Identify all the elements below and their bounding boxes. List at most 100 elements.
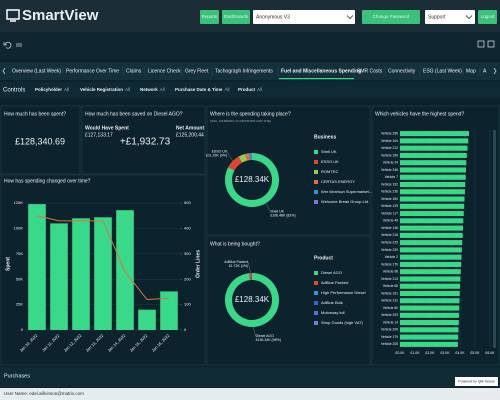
y-tick-label: Vehicle 179 — [381, 335, 398, 339]
toolbar-icon[interactable] — [487, 40, 495, 48]
filter-value[interactable]: All — [257, 87, 262, 92]
legend-swatch — [314, 180, 318, 184]
dashboards-button-label[interactable]: Dashboards — [224, 14, 249, 19]
filter-value[interactable]: All — [64, 87, 69, 92]
tab[interactable]: Tachograph Infringements — [215, 68, 273, 74]
bar — [400, 320, 459, 326]
logo: SmartView — [22, 7, 99, 24]
y-tick-label: Vehicle 205 — [381, 342, 398, 346]
menu-icon[interactable] — [16, 43, 22, 47]
pie-slice — [250, 152, 252, 161]
tab[interactable]: Grey Fleet — [185, 68, 209, 74]
change-password-label[interactable]: Change Password — [373, 14, 410, 19]
legend-label[interactable]: High Performance Diesel — [321, 290, 366, 295]
support-select-label[interactable]: Support — [428, 14, 446, 20]
filter-value[interactable]: All — [125, 87, 130, 92]
support-select[interactable] — [425, 10, 475, 24]
bar — [400, 341, 458, 347]
undo-icon[interactable] — [3, 41, 12, 49]
y-tick-label: Vehicle 151 — [381, 291, 398, 295]
purchases-title: Purchases — [4, 373, 30, 379]
y-tick-label: Vehicle 2 — [385, 255, 399, 259]
x-tick-label: £6.0K — [485, 351, 495, 355]
reports-button[interactable] — [200, 10, 219, 24]
y-tick-label: Vehicle 192 — [381, 182, 398, 186]
legend-label[interactable]: CERTAS ENERGY — [321, 179, 355, 184]
filter-label[interactable]: Policyholder — [35, 87, 62, 92]
filter-value[interactable]: All — [160, 87, 165, 92]
dashboard-select-label[interactable]: Anonymous V3 — [256, 14, 290, 20]
change-password-button[interactable] — [362, 10, 420, 24]
chart-title: What is being bought? — [210, 241, 260, 247]
tab[interactable]: Fuel and Miscellaneous Spending — [281, 68, 361, 74]
y-tick-label: Vehicle 129 — [381, 204, 398, 208]
slice-value-label: £106.48K (83%) — [270, 213, 295, 217]
filter-label[interactable]: Vehicle Registration — [80, 87, 123, 92]
legend-label[interactable]: Wm Morrison Supermarket... — [321, 189, 372, 194]
legend-label[interactable]: Shell UK — [321, 149, 337, 154]
tab[interactable]: Licence Check — [148, 68, 181, 74]
legend-label[interactable]: ESSO UK — [321, 159, 339, 164]
filter-label[interactable]: Network — [140, 87, 158, 92]
pie-slice — [245, 153, 250, 161]
filter-value[interactable]: All — [224, 87, 229, 92]
y-tick-label: Vehicle 24 — [383, 161, 398, 165]
x-tick-label: £2.0K — [425, 351, 435, 355]
slice-label: Diesel AGO — [256, 334, 275, 338]
legend-label[interactable]: Welcome Break Group Ltd. — [321, 199, 369, 204]
logo-icon — [6, 9, 20, 20]
bar — [94, 217, 112, 330]
dashboards-button[interactable] — [222, 10, 250, 24]
x-tick-label: £1.0K — [410, 351, 420, 355]
bar — [28, 204, 46, 330]
tab[interactable]: A — [483, 68, 487, 74]
bar — [400, 232, 463, 238]
y-tick-label: Vehicle 225 — [381, 241, 398, 245]
legend-label[interactable]: ROMTEC — [321, 169, 338, 174]
tab[interactable]: Connectivity — [388, 68, 416, 74]
legend-label[interactable]: Shop Goods (high VAT) — [321, 320, 364, 325]
y-tick-label: Vehicle 98 — [383, 270, 398, 274]
legend-swatch — [314, 170, 318, 174]
bar — [400, 138, 469, 144]
bar — [400, 298, 460, 304]
y-tick-label: 0 — [21, 327, 24, 332]
dashboard-select[interactable] — [253, 10, 355, 24]
bar — [72, 218, 90, 330]
panel — [0, 174, 206, 366]
legend-label[interactable]: AdBlue Bulk — [321, 300, 343, 305]
scrollbar[interactable] — [493, 130, 496, 348]
legend-label[interactable]: Diesel AGO — [321, 270, 342, 275]
tab-scroll-left[interactable] — [2, 67, 6, 75]
tab[interactable]: ESG (Last Week) — [423, 68, 462, 74]
tab[interactable]: SMR Costs — [357, 68, 383, 74]
kpi-value: £128,340.69 — [15, 136, 65, 146]
filter-label[interactable]: Purchase Date & Time — [175, 87, 223, 92]
bar — [400, 254, 462, 260]
kpi-title: How much has been saved on Diesel AGO? — [85, 111, 183, 117]
tab[interactable]: Performance Over Time — [66, 68, 119, 74]
panel — [206, 105, 371, 236]
y-tick-label: Vehicle 212 — [381, 146, 398, 150]
tab[interactable]: Map — [466, 68, 476, 74]
y2-tick-label: 100 — [184, 302, 191, 307]
tab[interactable]: Claims — [126, 68, 142, 74]
slice-label: ESSO UK — [212, 150, 228, 154]
reports-button-label[interactable]: Reports — [202, 14, 219, 19]
legend-label[interactable]: AdBlue Packed — [321, 280, 348, 285]
y-tick-label: Vehicle 220 — [381, 248, 398, 252]
callout-line — [253, 326, 256, 336]
y-tick-label: Vehicle 246 — [381, 168, 398, 172]
legend-swatch — [314, 301, 318, 305]
y-tick-label: Vehicle 14 — [383, 320, 398, 324]
tab-scroll-right[interactable] — [493, 67, 497, 75]
logout-button[interactable] — [478, 10, 497, 24]
y-tick-label: Vehicle 150 — [381, 197, 398, 201]
y-tick-label: Vehicle 49 — [383, 219, 398, 223]
filter-label[interactable]: Product — [238, 87, 256, 92]
kpi-value: £125,200.44 — [176, 132, 204, 138]
logout-button-label[interactable]: Logout — [481, 14, 496, 19]
legend-label[interactable]: Motorway toll — [321, 310, 345, 315]
toolbar-icon[interactable] — [477, 40, 485, 48]
tab[interactable]: Overview (Last Week) — [12, 68, 61, 74]
